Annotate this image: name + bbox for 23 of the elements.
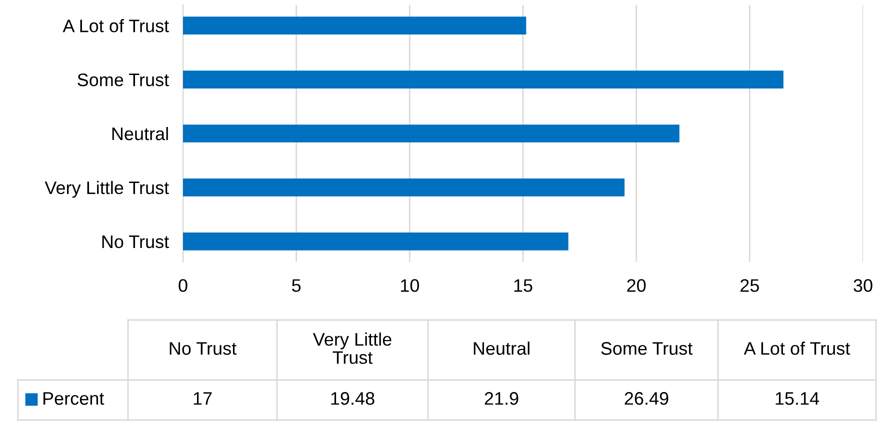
y-tick-label: A Lot of Trust (62, 19, 169, 32)
y-tick-label: Some Trust (78, 73, 169, 86)
text: 26.49 (624, 392, 668, 405)
x-tick-label: 0 (178, 279, 188, 292)
category-label: Some Trust (601, 342, 693, 355)
y-tick-label: Very Little Trust (44, 180, 169, 198)
x-tick-label: 25 (740, 279, 759, 292)
text: 15.14 (776, 392, 820, 405)
text: 21.9 (484, 392, 518, 405)
x-tick-label: 30 (854, 279, 872, 292)
x-tick-label: 20 (627, 279, 646, 292)
category-label: A Lot of Trust (744, 342, 850, 355)
category-label: No Trust (170, 342, 236, 355)
text: 17 (194, 392, 212, 405)
x-tick-label: 15 (514, 279, 532, 292)
category-label: Neutral (474, 342, 530, 355)
y-tick-label: No Trust (102, 236, 169, 248)
x-tick-label: 5 (292, 279, 301, 292)
legend-label: Percent (43, 392, 104, 405)
category-label: Very Little Trust (312, 332, 392, 364)
y-tick-label: Neutral (112, 126, 168, 140)
text: 19.48 (331, 392, 374, 405)
x-tick-label: 10 (401, 279, 420, 292)
